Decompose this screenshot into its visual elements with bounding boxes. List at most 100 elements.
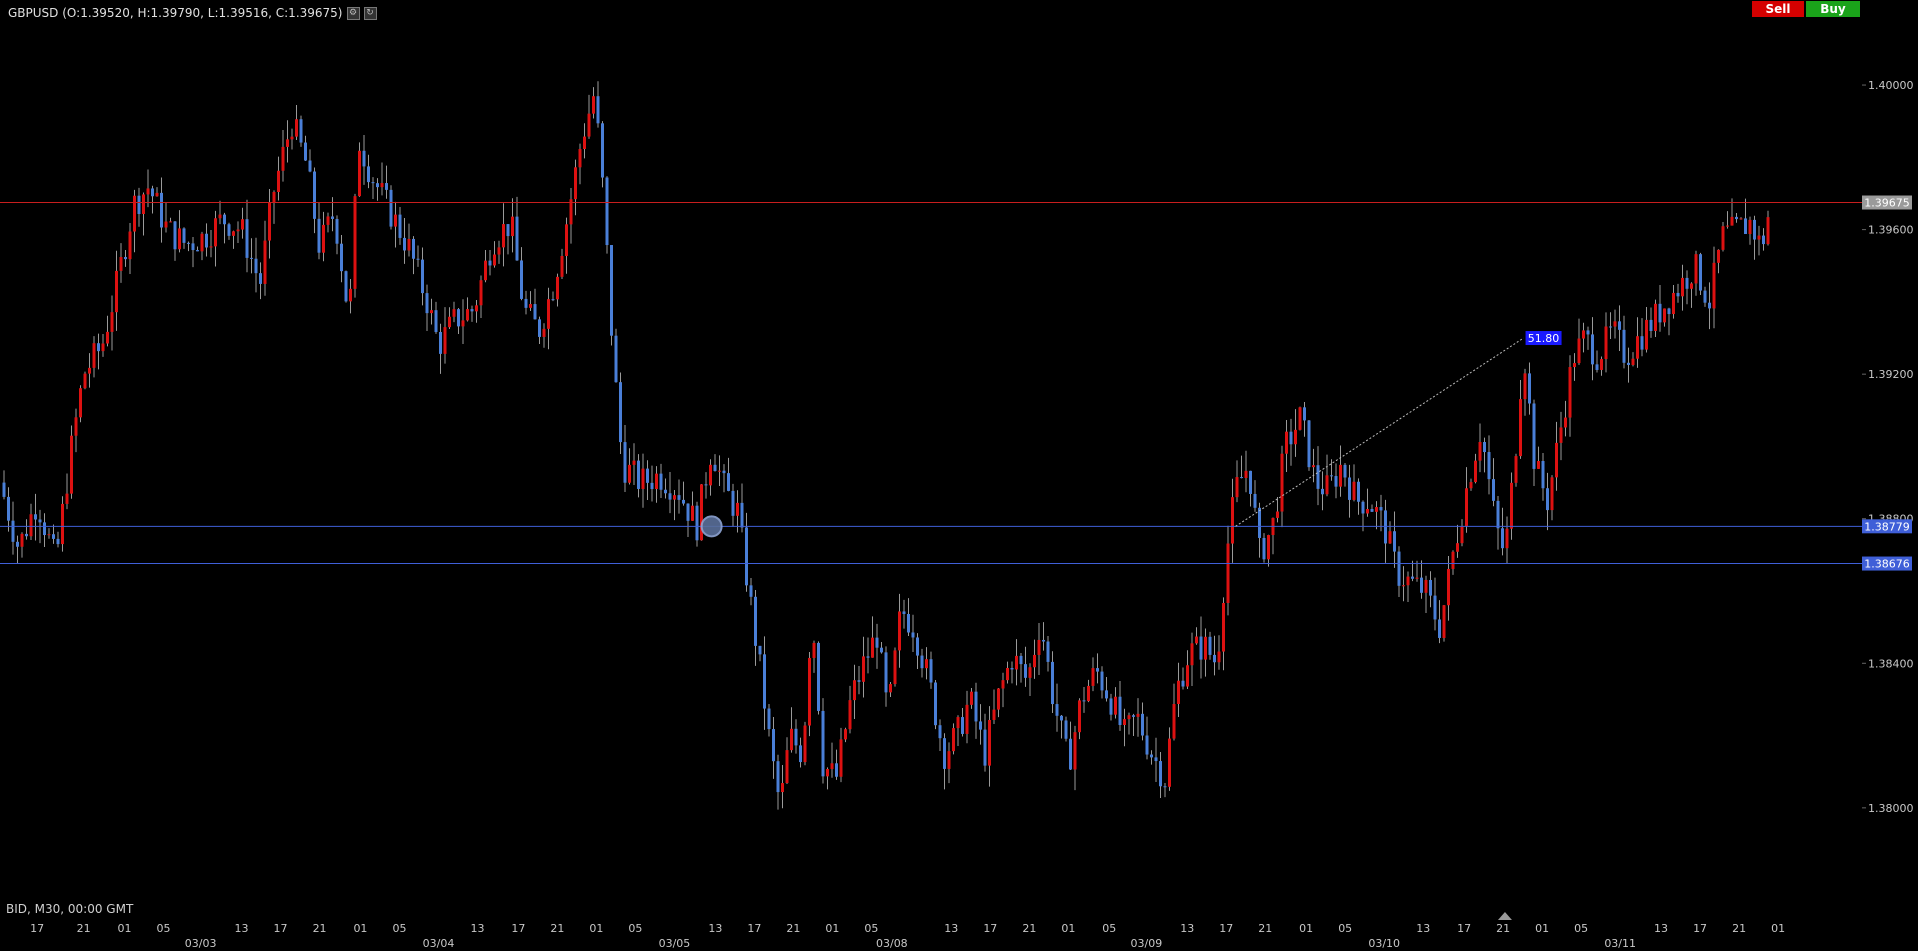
candle-body (1663, 308, 1666, 323)
candle-body (1402, 585, 1405, 587)
candle-body (929, 659, 933, 683)
candle-body (47, 534, 51, 536)
candle-body (1303, 407, 1306, 421)
drag-handle-icon[interactable] (700, 515, 723, 538)
candle-body (1708, 302, 1711, 309)
candle-body (1397, 551, 1401, 586)
candle-body (407, 238, 411, 251)
time-axis[interactable]: 17 21 01 05 13 17 21 01 05 13 17 21 01 05 13 17 21 01 05 13… (30, 912, 1785, 950)
candle-body (1199, 636, 1203, 660)
price-tick-label: 1.39200 (1868, 368, 1914, 381)
candle-body (115, 270, 118, 313)
candle-body (794, 728, 798, 746)
candle-body (1712, 262, 1716, 309)
candle-body (961, 717, 964, 734)
candle-body (1330, 475, 1333, 477)
candle-body (1172, 703, 1176, 739)
candle-body (1640, 336, 1644, 350)
candle-body (1316, 465, 1320, 489)
candle-body (106, 331, 109, 344)
candle-body (1766, 217, 1770, 245)
candle-body (466, 309, 469, 321)
time-tick-label: 17 (1457, 922, 1471, 935)
candle-body (920, 655, 924, 669)
candle-body (376, 183, 379, 188)
candle-body (1019, 655, 1023, 665)
candle-body (484, 260, 487, 281)
candle-body (844, 729, 847, 740)
time-tick-label: 21 (1732, 922, 1746, 935)
candle-body (1132, 715, 1135, 717)
candle-body (1564, 417, 1567, 428)
candle-body (1195, 636, 1198, 644)
sell-button[interactable]: Sell (1752, 1, 1804, 17)
candle-body (709, 464, 712, 486)
candle-body (1505, 528, 1509, 549)
candle-body (25, 533, 28, 537)
candle-body (353, 196, 357, 289)
candle-body (983, 729, 987, 766)
candle-body (1514, 456, 1518, 483)
candle-body (335, 218, 339, 244)
buy-button[interactable]: Buy (1806, 1, 1860, 17)
candle-body (56, 538, 60, 545)
candle-body (340, 243, 343, 272)
candle-body (1528, 373, 1531, 404)
candle-body (1694, 254, 1698, 284)
candle-body (403, 237, 406, 251)
candle-body (349, 288, 352, 302)
candle-body (938, 725, 942, 739)
candle-body (313, 171, 316, 219)
candle-body (1388, 531, 1392, 544)
candle-body (70, 435, 73, 494)
candle-body (515, 216, 519, 261)
candle-body (646, 468, 649, 483)
date-label: 03/03 (185, 937, 217, 950)
settings-icon[interactable]: ⚙ (346, 6, 360, 20)
candle-body (1267, 535, 1270, 560)
candle-body (358, 150, 361, 197)
candle-body (178, 228, 181, 250)
candle-body (281, 146, 285, 171)
candle-body (605, 177, 609, 246)
candle-body (866, 656, 870, 658)
candle-body (205, 233, 208, 248)
candle-body (74, 417, 78, 436)
candle-body (331, 216, 334, 219)
candle-body (119, 257, 123, 271)
candle-body (263, 240, 267, 284)
candle-body (1753, 219, 1756, 240)
candle-body (1658, 303, 1662, 323)
candle-body (1231, 497, 1234, 544)
candle-body (110, 312, 114, 332)
refresh-icon[interactable]: ↻ (363, 6, 377, 20)
time-tick-label: 21 (1496, 922, 1510, 935)
candle-body (601, 123, 604, 178)
candle-body (200, 233, 204, 252)
price-axis[interactable]: 1.400001.396001.392001.388001.384001.380… (1862, 79, 1914, 815)
candle-body (520, 260, 523, 299)
candle-body (1060, 715, 1063, 721)
candle-body (322, 224, 325, 253)
candle-body (317, 218, 321, 253)
candle-body (853, 680, 856, 701)
candle-body (1154, 757, 1158, 762)
candle-body (250, 257, 253, 259)
candle-body (259, 273, 262, 284)
candle-body (124, 257, 127, 260)
current-price-tag (1862, 195, 1912, 210)
time-tick-label: 21 (786, 922, 800, 935)
candle-body (1222, 602, 1225, 652)
candle-body (448, 316, 451, 328)
candle-body (1276, 511, 1279, 518)
candle-body (1744, 218, 1747, 235)
time-tick-label: 05 (392, 922, 406, 935)
candle-body (1033, 654, 1036, 668)
candle-body (1334, 476, 1338, 487)
trendline[interactable] (1235, 337, 1524, 527)
candle-body (1352, 481, 1356, 500)
time-marker-icon[interactable] (1497, 912, 1512, 920)
candle-body (61, 503, 64, 545)
candle-body (893, 650, 897, 685)
